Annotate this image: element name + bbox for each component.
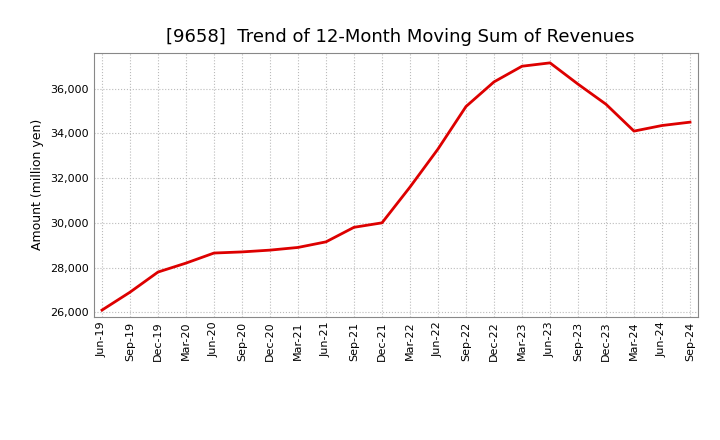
Text: [9658]  Trend of 12-Month Moving Sum of Revenues: [9658] Trend of 12-Month Moving Sum of R… bbox=[166, 28, 634, 46]
Y-axis label: Amount (million yen): Amount (million yen) bbox=[32, 119, 45, 250]
